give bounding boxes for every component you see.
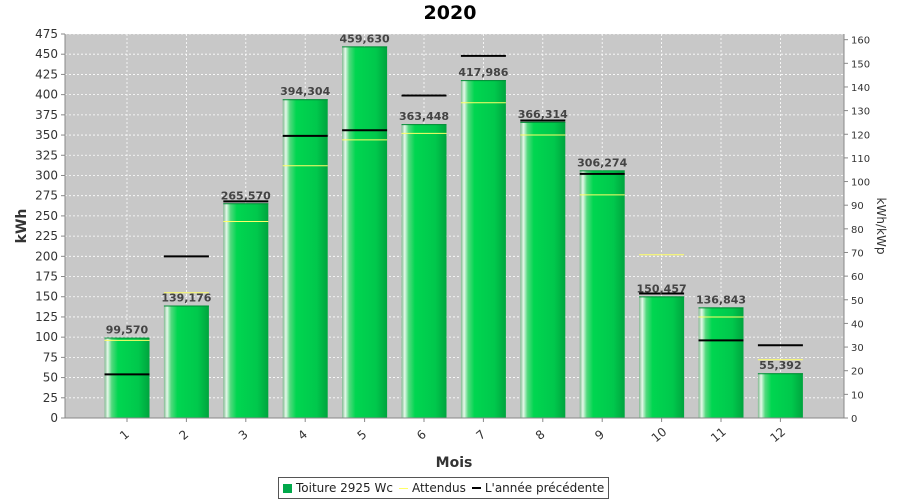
bar-value-label-9: 306,274 <box>577 156 627 169</box>
y-tick-label: 75 <box>43 350 58 364</box>
bar-7 <box>460 80 506 419</box>
y2-tick-label: 130 <box>851 107 870 118</box>
bars <box>104 46 803 419</box>
x-tick-label: 4 <box>295 427 310 443</box>
y-tick-label: 50 <box>43 371 58 385</box>
x-tick-label: 12 <box>767 425 788 446</box>
y2-tick-label: 100 <box>851 178 870 189</box>
y2-tick-label: 20 <box>851 367 864 378</box>
bar-value-label-4: 394,304 <box>280 85 330 98</box>
x-tick-label: 7 <box>473 427 488 443</box>
bar-12 <box>757 373 803 418</box>
y-axis-label: kWh <box>14 209 30 244</box>
legend-item-previous-year: L'année précédente <box>471 481 605 495</box>
bar-value-label-6: 363,448 <box>399 110 449 123</box>
x-axis-label: Mois <box>436 455 473 471</box>
y-tick-label: 225 <box>35 229 58 243</box>
y2-tick-label: 70 <box>851 248 864 259</box>
previous-year-markers <box>104 54 803 376</box>
chart-title: 2020 <box>423 2 477 24</box>
x-tick-label: 3 <box>236 427 251 443</box>
bar-2 <box>163 305 209 418</box>
bar-value-labels: 99,570 139,176 265,570 394,304 459,630 363,44… <box>106 32 802 372</box>
bar-6 <box>401 124 447 419</box>
y-tick-label: 375 <box>35 108 58 122</box>
y-tick-label: 425 <box>35 67 58 81</box>
bar-value-label-12: 55,392 <box>759 359 801 372</box>
y-tick-label: 300 <box>35 168 58 182</box>
legend-swatch-production <box>283 483 292 493</box>
y-tick-label: 250 <box>35 209 58 223</box>
bar-value-label-3: 265,570 <box>221 189 271 202</box>
x-tick-label: 8 <box>533 427 548 443</box>
y2-tick-label: 80 <box>851 225 864 236</box>
y-tick-label: 450 <box>35 47 58 61</box>
bar-value-label-7: 417,986 <box>458 66 508 79</box>
x-tick-label: 10 <box>649 425 670 446</box>
bar-value-label-2: 139,176 <box>161 291 211 304</box>
bar-value-label-11: 136,843 <box>696 293 746 306</box>
y2-tick-label: 160 <box>851 36 870 47</box>
legend-item-expected: Attendus <box>398 481 466 495</box>
y-tick-label: 475 <box>35 27 58 41</box>
y2-tick-label: 0 <box>851 414 857 425</box>
y2-tick-label: 10 <box>851 390 864 401</box>
x-tick-label: 9 <box>592 427 607 443</box>
legend-swatch-expected <box>398 487 408 489</box>
y-tick-label: 25 <box>43 391 58 405</box>
x-tick-label: 6 <box>414 427 429 443</box>
bar-value-label-5: 459,630 <box>340 32 390 45</box>
y-tick-label: 125 <box>35 310 58 324</box>
legend-swatch-previous-year <box>471 487 481 489</box>
x-tick-label: 1 <box>117 427 132 443</box>
x-tick-label: 5 <box>355 427 370 443</box>
legend-label-expected: Attendus <box>411 481 466 495</box>
y-tick-label: 0 <box>50 411 58 425</box>
bar-1 <box>104 337 150 418</box>
y-tick-label: 400 <box>35 88 58 102</box>
y-tick-label: 100 <box>35 330 58 344</box>
legend-item-production: Toiture 2925 Wc <box>283 481 393 495</box>
y2-tick-label: 140 <box>851 83 870 94</box>
bar-11 <box>698 307 744 418</box>
bar-10 <box>639 296 685 418</box>
bar-value-label-1: 99,570 <box>106 324 149 337</box>
y-tick-label: 275 <box>35 189 58 203</box>
bar-9 <box>579 170 625 418</box>
legend: Toiture 2925 Wc Attendus L'année précéde… <box>278 477 610 499</box>
y2-tick-label: 30 <box>851 343 864 354</box>
y2-tick-label: 60 <box>851 272 864 283</box>
bar-5 <box>342 46 388 419</box>
y2-tick-label: 120 <box>851 130 870 141</box>
y2-axis-label: kWh/kWp <box>874 198 888 255</box>
x-tick-label: 11 <box>708 425 729 446</box>
y2-tick-label: 90 <box>851 201 864 212</box>
legend-label-production: Toiture 2925 Wc <box>296 481 393 495</box>
legend-label-previous-year: L'année précédente <box>484 481 605 495</box>
y-tick-label: 150 <box>35 290 58 304</box>
y2-tick-label: 40 <box>851 319 864 330</box>
y-tick-label: 325 <box>35 148 58 162</box>
y-tick-label: 200 <box>35 249 58 263</box>
y2-tick-label: 150 <box>851 59 870 70</box>
expected-markers <box>104 102 803 361</box>
bar-value-label-10: 150,457 <box>637 282 687 295</box>
bar-8 <box>520 121 566 419</box>
bar-3 <box>223 203 269 418</box>
bar-4 <box>282 99 328 419</box>
bar-value-label-8: 366,314 <box>518 108 568 121</box>
x-tick-label: 2 <box>176 427 191 443</box>
y2-tick-label: 110 <box>851 154 870 165</box>
y-tick-label: 350 <box>35 128 58 142</box>
y2-tick-label: 50 <box>851 296 864 307</box>
y-tick-label: 175 <box>35 270 58 284</box>
